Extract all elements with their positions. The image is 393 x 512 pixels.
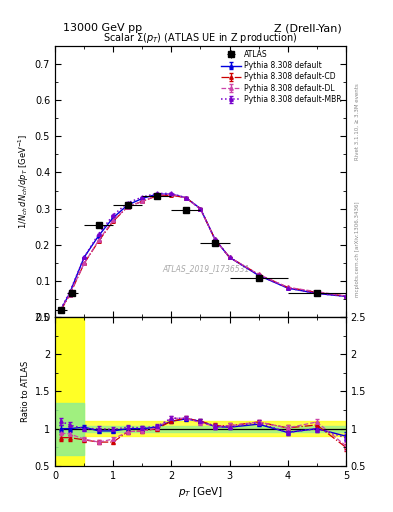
Text: Rivet 3.1.10, ≥ 3.3M events: Rivet 3.1.10, ≥ 3.3M events: [355, 83, 360, 160]
Y-axis label: $1/N_{ch}\,dN_{ch}/dp_T\;[\mathrm{GeV}^{-1}]$: $1/N_{ch}\,dN_{ch}/dp_T\;[\mathrm{GeV}^{…: [16, 134, 31, 229]
Bar: [55, 402, 84, 455]
Title: Scalar $\Sigma(p_T)$ (ATLAS UE in Z production): Scalar $\Sigma(p_T)$ (ATLAS UE in Z prod…: [103, 31, 298, 45]
X-axis label: $p_T\;[\mathrm{GeV}]$: $p_T\;[\mathrm{GeV}]$: [178, 485, 223, 499]
Bar: [55, 317, 84, 474]
Bar: [84, 425, 346, 432]
Text: ATLAS_2019_I1736531: ATLAS_2019_I1736531: [163, 264, 250, 273]
Text: mcplots.cern.ch [arXiv:1306.3436]: mcplots.cern.ch [arXiv:1306.3436]: [355, 201, 360, 297]
Text: 13000 GeV pp: 13000 GeV pp: [63, 23, 142, 33]
Y-axis label: Ratio to ATLAS: Ratio to ATLAS: [22, 361, 31, 422]
Bar: [84, 421, 346, 436]
Legend: ATLAS, Pythia 8.308 default, Pythia 8.308 default-CD, Pythia 8.308 default-DL, P: ATLAS, Pythia 8.308 default, Pythia 8.30…: [220, 48, 343, 105]
Text: Z (Drell-Yan): Z (Drell-Yan): [274, 23, 342, 33]
